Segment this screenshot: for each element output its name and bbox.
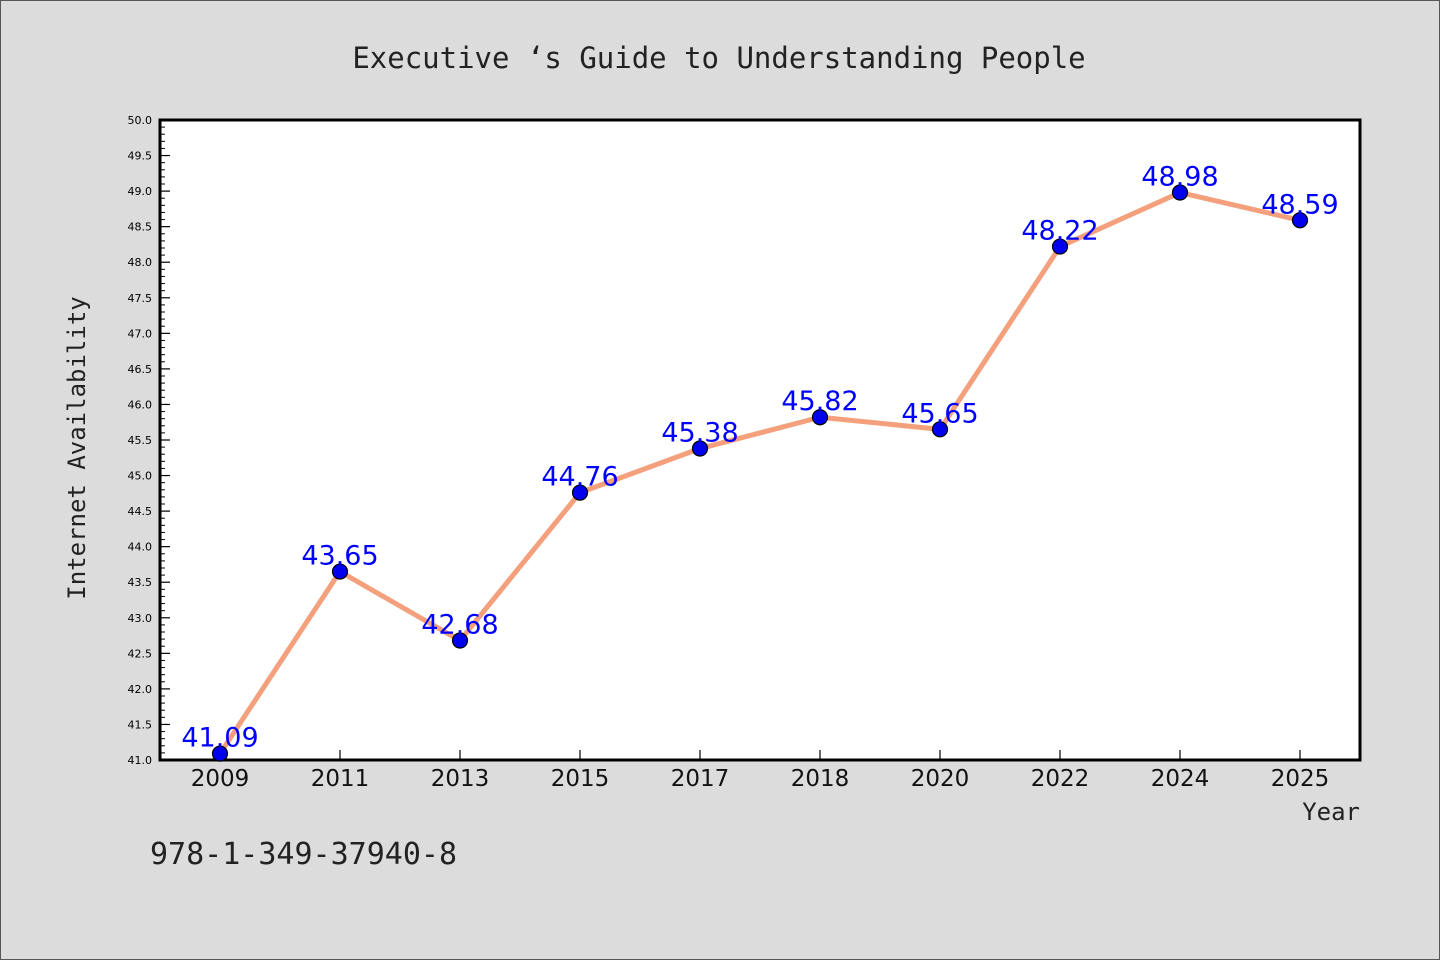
data-point xyxy=(451,632,469,649)
data-point xyxy=(691,440,709,457)
data-label: 44.76 xyxy=(541,462,618,493)
data-label: 41.09 xyxy=(181,723,258,754)
y-tick-label: 44.0 xyxy=(128,541,153,554)
data-label: 45.82 xyxy=(781,386,858,417)
y-tick-label: 45.0 xyxy=(128,470,153,483)
data-label: 48.98 xyxy=(1141,162,1218,193)
y-axis: 41.0 41.5 42.0 42.5 43.0 43.5 44.0 44.5 45.0 45.5… xyxy=(128,114,170,767)
isbn-text: 978-1-349-37940-8 xyxy=(150,837,457,872)
y-tick-label: 41.5 xyxy=(128,718,153,731)
data-label: 45.65 xyxy=(901,398,978,429)
x-tick-label: 2022 xyxy=(1031,766,1090,792)
y-tick-label: 47.5 xyxy=(128,292,153,305)
y-tick-label: 48.0 xyxy=(128,256,153,269)
data-point xyxy=(571,484,589,501)
data-point xyxy=(931,421,949,438)
y-tick-label: 42.0 xyxy=(128,683,153,696)
y-tick-label: 43.0 xyxy=(128,612,153,625)
x-tick-label: 2011 xyxy=(311,766,370,792)
y-tick-label: 47.0 xyxy=(128,327,153,340)
x-tick-label: 2020 xyxy=(911,766,970,792)
data-label: 42.68 xyxy=(421,610,498,641)
x-tick-label: 2015 xyxy=(551,766,610,792)
x-tick-label: 2017 xyxy=(671,766,730,792)
series-layer: 41.09 43.65 42.68 44.76 45.38 45.82 45.65 48.22… xyxy=(181,162,1339,762)
data-point xyxy=(331,563,349,580)
data-point xyxy=(1291,212,1309,229)
y-tick-label: 42.5 xyxy=(128,647,153,660)
x-axis-label: Year xyxy=(1302,798,1360,826)
data-point xyxy=(1051,238,1069,255)
data-point xyxy=(811,409,829,426)
data-point xyxy=(211,745,229,762)
data-label: 43.65 xyxy=(301,541,378,572)
y-tick-label: 43.5 xyxy=(128,576,153,589)
plot-area xyxy=(158,118,1362,762)
y-axis-label: Internet Availability xyxy=(63,296,91,599)
y-tick-label: 46.5 xyxy=(128,363,153,376)
y-tick-label: 41.0 xyxy=(128,754,153,767)
y-tick-label: 50.0 xyxy=(128,114,153,127)
x-tick-label: 2018 xyxy=(791,766,850,792)
y-tick-label: 48.5 xyxy=(128,221,153,234)
x-tick-label: 2025 xyxy=(1271,766,1330,792)
y-tick-label: 45.5 xyxy=(128,434,153,447)
y-tick-label: 49.5 xyxy=(128,150,153,163)
series-line xyxy=(217,190,1301,755)
x-axis: 2009 2011 2013 2015 2017 2018 2020 2022 2024 2025 xyxy=(191,750,1330,792)
y-tick-label: 49.0 xyxy=(128,185,153,198)
x-tick-label: 2013 xyxy=(431,766,490,792)
data-label: 45.38 xyxy=(661,418,738,449)
x-tick-label: 2009 xyxy=(191,766,250,792)
data-label: 48.22 xyxy=(1021,216,1098,247)
y-tick-label: 44.5 xyxy=(128,505,153,518)
x-tick-label: 2024 xyxy=(1151,766,1210,792)
y-tick-label: 46.0 xyxy=(128,398,153,411)
chart-title: Executive ‘s Guide to Understanding Peop… xyxy=(352,41,1085,75)
data-point xyxy=(1171,184,1189,201)
data-label: 48.59 xyxy=(1261,189,1338,220)
